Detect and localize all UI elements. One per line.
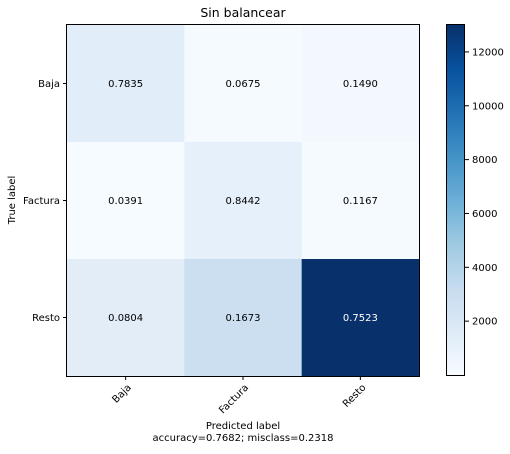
x-tick-label: Factura <box>217 382 251 416</box>
heatmap-cell <box>184 25 303 143</box>
y-tick-label: Resto <box>32 313 60 324</box>
heatmap-cell <box>67 259 185 377</box>
cell-value-label: 0.0675 <box>226 79 261 90</box>
heatmap-cell-labels: 0.7835 0.0675 0.1490 0.0391 0.8442 0.1167 0.08… <box>108 79 378 324</box>
cell-value-label: 0.1673 <box>226 313 261 324</box>
x-axis-label: Predicted label <box>206 421 280 432</box>
colorbar-tick-label: 6000 <box>472 209 497 220</box>
heatmap-cell <box>184 259 303 377</box>
x-tick-label: Resto <box>341 382 369 410</box>
cell-value-label: 0.0804 <box>108 313 143 324</box>
colorbar-tick-label: 2000 <box>472 317 497 328</box>
x-axis-sublabel: accuracy=0.7682; misclass=0.2318 <box>153 433 334 444</box>
heatmap-cell <box>301 25 420 143</box>
y-axis-ticks: Baja Factura Resto <box>23 79 67 324</box>
y-tick-label: Baja <box>38 79 60 90</box>
cell-value-label: 0.7523 <box>343 313 378 324</box>
heatmap-cell <box>184 142 303 260</box>
heatmap-cell <box>67 142 185 260</box>
x-tick-label: Baja <box>111 382 134 405</box>
colorbar <box>446 24 465 376</box>
cell-value-label: 0.0391 <box>108 196 143 207</box>
heatmap-cell <box>67 25 185 143</box>
chart-title: Sin balancear <box>200 5 286 20</box>
heatmap-cell <box>301 259 420 377</box>
colorbar-tick-label: 10000 <box>472 101 504 112</box>
cell-value-label: 0.1167 <box>343 196 378 207</box>
cell-value-label: 0.8442 <box>226 196 261 207</box>
colorbar-tick-label: 4000 <box>472 263 497 274</box>
x-axis-ticks: Baja Factura Resto <box>111 376 369 416</box>
colorbar-tick-label: 8000 <box>472 155 497 166</box>
y-tick-label: Factura <box>23 196 60 207</box>
heatmap-cells <box>67 25 420 377</box>
colorbar-tick-label: 12000 <box>472 47 504 58</box>
y-axis-label: True label <box>7 176 18 226</box>
cell-value-label: 0.7835 <box>108 79 143 90</box>
heatmap-cell <box>301 142 420 260</box>
cell-value-label: 0.1490 <box>343 79 378 90</box>
colorbar-ticks: 2000 4000 6000 8000 10000 12000 <box>465 47 504 328</box>
